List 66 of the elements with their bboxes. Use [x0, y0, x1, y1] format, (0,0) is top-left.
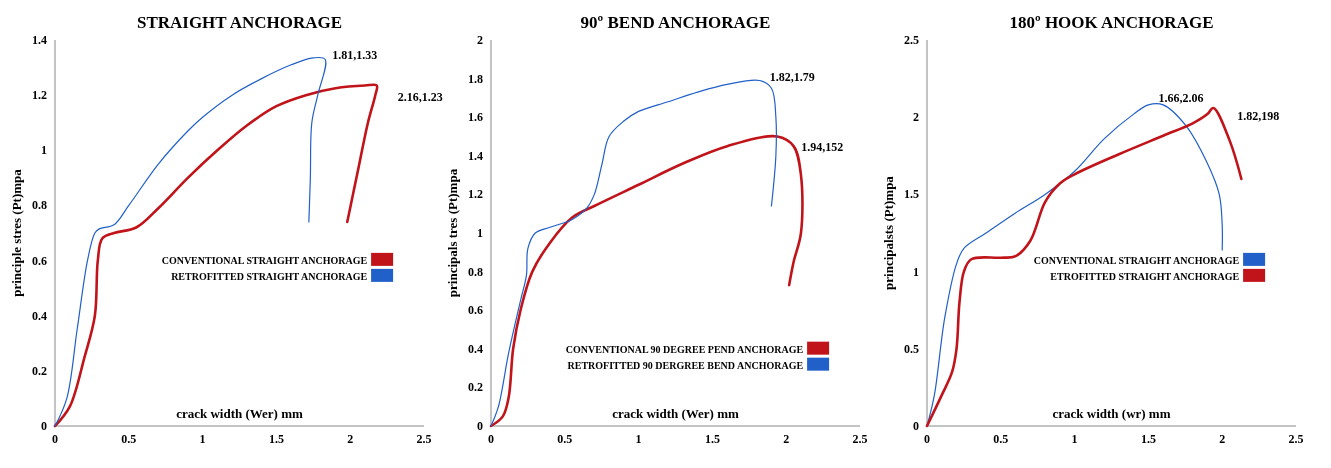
x-tick-label: 1.5: [1140, 432, 1156, 446]
annotation: 1.82,198: [1237, 109, 1280, 124]
x-tick-label: 1: [1071, 432, 1078, 446]
y-tick-label: 1.5: [904, 187, 919, 202]
x-axis-title: crack width (Wer) mm: [176, 406, 304, 421]
x-tick-label: 2.5: [852, 432, 868, 446]
annotation: 1.94,152: [801, 139, 844, 154]
y-tick-label: 0: [913, 419, 919, 433]
annotation: 1.82,1.79: [769, 69, 815, 84]
y-tick-label: 0: [477, 419, 483, 433]
line-series: [53, 83, 379, 428]
x-tick-label: 0: [924, 432, 930, 446]
y-tick-label: 1.6: [468, 110, 483, 125]
y-axis-title: principle stres (Pt)mpa: [9, 168, 24, 297]
legend-label: ETROFITTED STRAIGHT ANCHORAGE: [1050, 270, 1240, 282]
y-tick-label: 2: [477, 33, 483, 47]
chart-title: 90º BEND ANCHORAGE: [580, 13, 771, 32]
chart-title: STRAIGHT ANCHORAGE: [136, 13, 343, 32]
x-tick-label: 0.5: [121, 432, 137, 446]
x-tick-label: 0.5: [993, 432, 1009, 446]
x-tick-label: 2: [783, 432, 790, 446]
legend-label: CONVENTIONAL 90 DEGREE PEND ANCHORAGE: [565, 343, 804, 355]
x-tick-label: 1.5: [268, 432, 284, 446]
y-tick-label: 1: [41, 143, 47, 158]
x-tick-label: 0: [488, 432, 494, 446]
annotation: 1.66,2.06: [1158, 90, 1204, 105]
legend-label: CONVENTIONAL STRAIGHT ANCHORAGE: [161, 254, 368, 266]
y-tick-label: 1: [477, 226, 483, 240]
y-tick-label: 0.2: [32, 363, 47, 378]
y-tick-label: 0.6: [32, 253, 47, 268]
x-tick-label: 0: [52, 432, 58, 446]
x-tick-label: 2.5: [1288, 432, 1304, 446]
y-tick-label: 0.5: [904, 341, 919, 356]
x-tick-label: 1: [635, 432, 642, 446]
annotation: 2.16,1.23: [397, 89, 443, 104]
chart-title: 180º HOOK ANCHORAGE: [1009, 13, 1214, 32]
annotation: 1.81,1.33: [332, 48, 378, 63]
y-tick-label: 1.4: [32, 33, 47, 47]
y-tick-label: 0.6: [468, 303, 483, 318]
y-tick-label: 0.2: [468, 380, 483, 395]
x-tick-label: 2.5: [416, 432, 432, 446]
x-tick-label: 2: [347, 432, 354, 446]
y-tick-label: 0: [41, 419, 47, 433]
y-tick-label: 1.4: [468, 148, 483, 163]
line-series: [489, 134, 804, 428]
y-tick-label: 0.4: [468, 341, 483, 356]
y-tick-label: 1: [913, 264, 919, 279]
y-tick-label: 1.2: [32, 88, 47, 103]
x-tick-label: 1: [199, 432, 206, 446]
y-tick-label: 2: [913, 110, 919, 125]
y-tick-label: 1.2: [468, 187, 483, 202]
y-tick-label: 2.5: [904, 33, 919, 47]
legend-label: RETROFITTED 90 DERGREE BEND ANCHORAGE: [567, 359, 804, 371]
legend-label: CONVENTIONAL STRAIGHT ANCHORAGE: [1033, 254, 1240, 266]
y-tick-label: 0.4: [32, 308, 47, 323]
x-tick-label: 0.5: [557, 432, 573, 446]
legend-label: RETROFITTED STRAIGHT ANCHORAGE: [171, 270, 368, 282]
x-axis-title: crack width (wr) mm: [1052, 406, 1171, 421]
x-tick-label: 2: [1219, 432, 1226, 446]
y-tick-label: 0.8: [32, 198, 47, 213]
x-tick-label: 1.5: [704, 432, 720, 446]
y-tick-label: 1.8: [468, 71, 483, 86]
y-axis-title: principalsts (Pt)mpa: [881, 175, 896, 290]
x-axis-title: crack width (Wer) mm: [612, 406, 740, 421]
y-tick-label: 0.8: [468, 264, 483, 279]
y-axis-title: principals tres (Pt)mpa: [445, 168, 460, 298]
